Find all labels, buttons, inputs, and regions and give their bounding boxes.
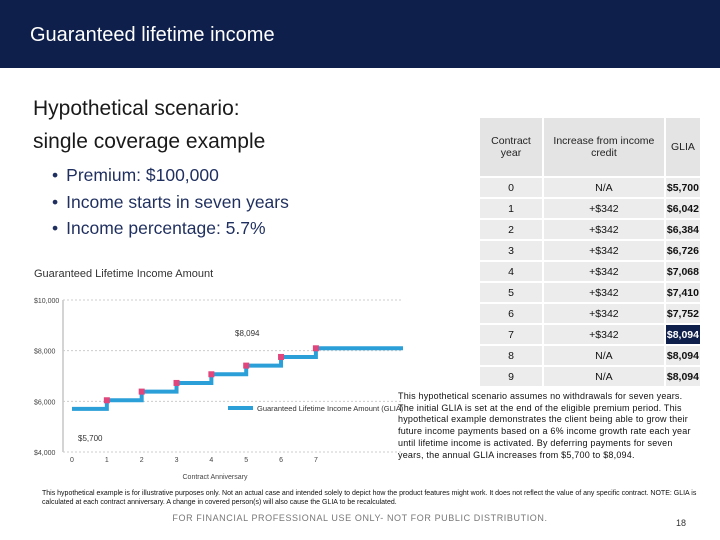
table-cell: $8,094 — [663, 344, 703, 367]
paragraph: This hypothetical scenario assumes no wi… — [398, 391, 691, 460]
table-cell: N/A — [541, 176, 666, 199]
table-header: Contract year — [478, 116, 544, 178]
table-row: 9 N/A $8,094 — [478, 365, 703, 388]
x-axis-label: Contract Anniversary — [183, 474, 248, 481]
marker — [138, 388, 145, 395]
table-header: GLIA — [663, 116, 703, 178]
step-line — [72, 346, 403, 411]
x-tick-label: 7 — [314, 457, 318, 464]
table-cell: 7 — [478, 323, 544, 346]
table-cell: $6,384 — [663, 218, 703, 241]
table-cell: $7,410 — [663, 281, 703, 304]
scenario-title: single coverage example — [33, 130, 266, 153]
table-cell: 8 — [478, 344, 544, 367]
table-cell: 5 — [478, 281, 544, 304]
table-row: 4 +$342 $7,068 — [478, 260, 703, 283]
table-row: 3 +$342 $6,726 — [478, 239, 703, 262]
x-tick-label: 4 — [209, 457, 213, 464]
y-tick-label: $4,000 — [34, 450, 56, 457]
slide-title: Guaranteed lifetime income — [30, 24, 275, 46]
table-cell: +$342 — [541, 239, 666, 262]
table-cell: N/A — [541, 365, 666, 388]
table-row: 7 +$342 $8,094 — [478, 323, 703, 346]
table-row: 5 +$342 $7,410 — [478, 281, 703, 304]
table-cell: +$342 — [541, 218, 666, 241]
marker — [243, 362, 250, 369]
table-cell: N/A — [541, 344, 666, 367]
table-row: 1 +$342 $6,042 — [478, 197, 703, 220]
bullet-list: Premium: $100,000 Income starts in seven… — [52, 162, 289, 242]
table-cell: $7,068 — [663, 260, 703, 283]
table-cell: 0 — [478, 176, 544, 199]
marker — [173, 379, 180, 386]
table-cell: +$342 — [541, 323, 666, 346]
x-tick-label: 5 — [244, 457, 248, 464]
table-row: 6 +$342 $7,752 — [478, 302, 703, 325]
table-cell: $8,094 — [663, 365, 703, 388]
table-cell: +$342 — [541, 302, 666, 325]
marker — [208, 371, 215, 378]
marker — [312, 345, 319, 352]
x-tick-label: 6 — [279, 457, 283, 464]
table-row: 0 N/A $5,700 — [478, 176, 703, 199]
table-cell: $6,726 — [663, 239, 703, 262]
x-tick-label: 1 — [105, 457, 109, 464]
y-tick-label: $6,000 — [34, 399, 56, 406]
table-cell: $7,752 — [663, 302, 703, 325]
x-tick-label: 2 — [140, 457, 144, 464]
marker — [103, 397, 110, 404]
scenario-title: Hypothetical scenario: — [33, 97, 240, 120]
table: Contract year Increase from income credit… — [478, 116, 703, 388]
marker — [278, 353, 285, 360]
page-number: 18 — [676, 518, 687, 528]
table-row: 8 N/A $8,094 — [478, 344, 703, 367]
table-cell: 2 — [478, 218, 544, 241]
chart: Guaranteed Lifetime Income Amount $4,000 $… — [34, 268, 404, 481]
chart-title: Guaranteed Lifetime Income Amount — [34, 268, 213, 280]
x-tick-label: 3 — [175, 457, 179, 464]
table-cell: $6,042 — [663, 197, 703, 220]
table-cell: 1 — [478, 197, 544, 220]
table-cell: 6 — [478, 302, 544, 325]
table-cell: +$342 — [541, 260, 666, 283]
table-cell: +$342 — [541, 197, 666, 220]
bullet: Income percentage: 5.7% — [52, 215, 289, 242]
x-tick-label: 0 — [70, 457, 74, 464]
table-cell: 3 — [478, 239, 544, 262]
table-row: 2 +$342 $6,384 — [478, 218, 703, 241]
footer: FOR FINANCIAL PROFESSIONAL USE ONLY- NOT… — [172, 513, 548, 523]
annotation: $5,700 — [78, 434, 103, 443]
annotation: $8,094 — [235, 329, 260, 338]
y-tick-label: $10,000 — [34, 298, 59, 305]
table-cell: $5,700 — [663, 176, 703, 199]
footnote: This hypothetical example is for illustr… — [42, 490, 697, 506]
bullet: Premium: $100,000 — [52, 162, 289, 189]
table-cell: +$342 — [541, 281, 666, 304]
bullet: Income starts in seven years — [52, 189, 289, 216]
table-cell: 9 — [478, 365, 544, 388]
table-cell: $8,094 — [663, 323, 703, 346]
y-tick-label: $8,000 — [34, 349, 56, 356]
table-header: Increase from income credit — [541, 116, 666, 178]
legend-label: Guaranteed Lifetime Income Amount (GLIA) — [257, 404, 404, 413]
table-cell: 4 — [478, 260, 544, 283]
header-bar: Guaranteed lifetime income — [0, 0, 720, 68]
